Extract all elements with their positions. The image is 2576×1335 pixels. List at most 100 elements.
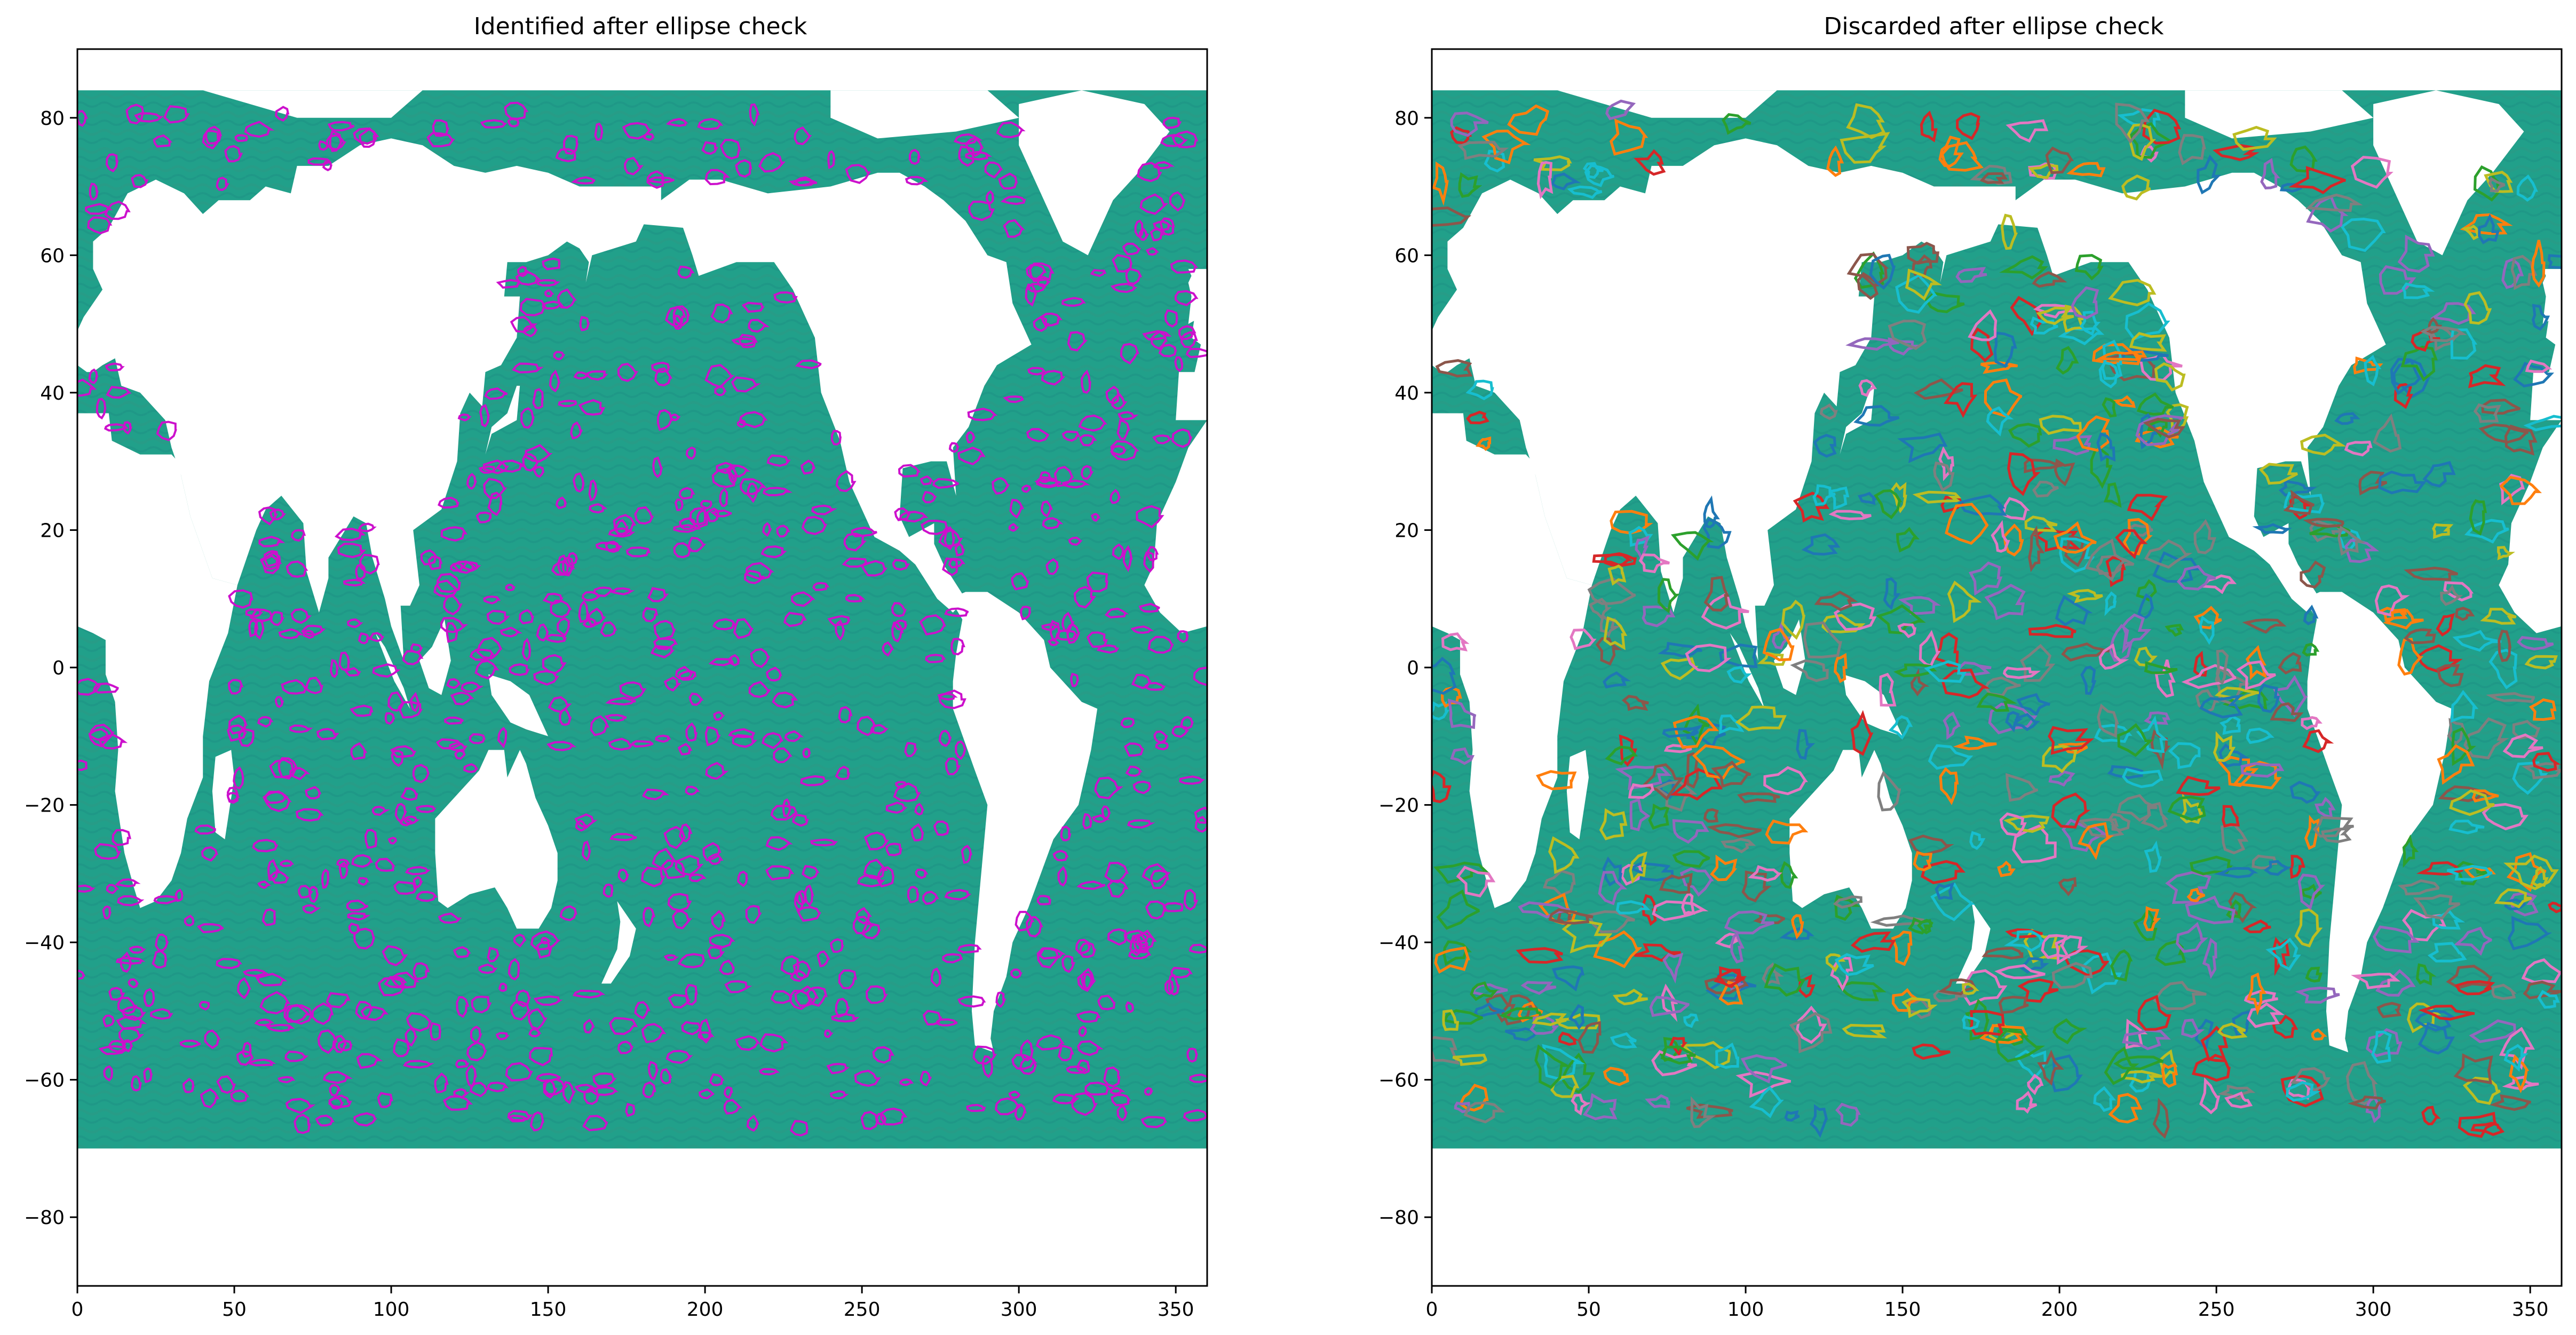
eddy-contour <box>2547 254 2562 269</box>
eddy-contour <box>578 399 606 416</box>
eddy-contour <box>1578 1021 1602 1054</box>
eddy-contour <box>770 990 793 1004</box>
eddy-contour <box>2404 566 2459 581</box>
eddy-contour <box>505 1062 533 1082</box>
eddy-contour <box>1726 665 1752 684</box>
eddy-contour <box>2446 965 2493 989</box>
eddy-contour <box>562 557 575 577</box>
x-tick-label: 350 <box>2512 1299 2549 1321</box>
eddy-contour <box>413 876 423 888</box>
eddy-contour <box>347 618 363 629</box>
eddy-contour <box>116 1015 147 1030</box>
eddy-contour <box>226 792 240 802</box>
eddy-contour <box>1890 482 1907 513</box>
eddy-contour <box>2240 762 2285 778</box>
eddy-contour <box>1634 149 1666 176</box>
eddy-contour <box>337 1039 353 1052</box>
eddy-contour <box>2028 624 2076 638</box>
eddy-contour <box>2379 265 2416 295</box>
eddy-contour <box>426 132 455 148</box>
eddy-contour <box>2443 581 2474 602</box>
eddy-contour <box>1924 291 1965 313</box>
landmass-northAmerica <box>1959 172 2386 613</box>
eddy-contour <box>2113 1055 2164 1070</box>
eddy-contour <box>1164 979 1175 996</box>
eddy-contour <box>1127 819 1155 829</box>
eddy-contour <box>546 741 577 751</box>
eddy-contour <box>904 742 918 757</box>
x-tick-label: 300 <box>1001 1299 1037 1321</box>
eddy-contour <box>1061 479 1090 489</box>
eddy-contour <box>346 899 369 912</box>
eddy-contour <box>985 190 995 204</box>
eddy-contour <box>1924 660 1967 683</box>
eddy-contour <box>891 602 907 617</box>
eddy-contour <box>685 722 697 742</box>
eddy-contour <box>921 519 949 535</box>
eddy-contour <box>1703 808 1719 823</box>
eddy-contour <box>234 134 248 142</box>
eddy-contour <box>1125 267 1143 285</box>
eddy-contour <box>2246 727 2274 744</box>
eddy-contour <box>393 1038 410 1058</box>
eddy-contour <box>673 524 702 533</box>
eddy-contour <box>153 134 173 148</box>
eddy-contour <box>1169 191 1186 212</box>
right-x-axis: 0 50 100 150 200 250 300 350 <box>1426 1286 2549 1321</box>
eddy-contour <box>2181 1019 2205 1038</box>
eddy-contour <box>1683 1013 1699 1028</box>
eddy-contour <box>766 454 791 467</box>
eddy-contour <box>1583 1093 1618 1121</box>
eddy-contour <box>619 681 647 700</box>
eddy-contour <box>1651 1050 1698 1077</box>
eddy-contour <box>358 522 377 533</box>
eddy-contour <box>925 654 946 663</box>
y-tick-label: −80 <box>24 1207 65 1229</box>
eddy-contour <box>1028 262 1055 283</box>
eddy-contour <box>1764 963 1806 997</box>
eddy-contour <box>731 376 761 393</box>
eddy-contour <box>1652 900 1709 921</box>
eddy-contour <box>1174 290 1199 306</box>
eddy-contour <box>611 587 635 595</box>
eddy-contour <box>1995 1029 2046 1063</box>
eddy-contour <box>1781 599 1806 640</box>
eddy-contour <box>2468 364 2506 388</box>
eddy-contour <box>2071 286 2099 320</box>
eddy-contour <box>274 696 284 708</box>
eddy-contour <box>2506 852 2547 892</box>
eddy-contour <box>920 1070 932 1087</box>
eddy-contour <box>461 681 484 693</box>
eddy-contour <box>1757 651 1787 666</box>
eddy-contour <box>651 361 670 373</box>
eddy-contour <box>995 991 1006 1008</box>
eddy-contour <box>1672 819 1709 844</box>
eddy-contour <box>416 891 438 902</box>
eddy-contour <box>384 712 395 725</box>
eddy-contour <box>1180 716 1194 730</box>
eddy-contour <box>315 1114 335 1127</box>
eddy-contour <box>2252 854 2278 870</box>
eddy-contour <box>105 362 125 372</box>
eddy-contour <box>1803 621 1842 659</box>
eddy-contour <box>1970 1010 2005 1037</box>
eddy-contour <box>579 316 590 331</box>
eddy-contour <box>1086 631 1108 648</box>
eddy-contour <box>262 790 292 813</box>
eddy-contour <box>1026 428 1050 443</box>
eddy-contour <box>2482 802 2529 831</box>
eddy-contour <box>582 617 599 628</box>
eddy-contour <box>1587 577 1636 605</box>
eddy-contour <box>525 444 553 463</box>
eddy-contour <box>608 737 635 751</box>
eddy-contour <box>632 740 654 748</box>
eddy-contour <box>394 802 407 824</box>
eddy-contour <box>1740 1054 1787 1084</box>
eddy-contour <box>2499 475 2542 505</box>
eddy-contour <box>2421 1106 2441 1126</box>
eddy-contour <box>1021 484 1032 493</box>
eddy-contour <box>2186 887 2206 903</box>
eddy-contour <box>368 632 385 642</box>
eddy-contour <box>1897 432 1948 463</box>
eddy-contour <box>1183 1109 1207 1122</box>
